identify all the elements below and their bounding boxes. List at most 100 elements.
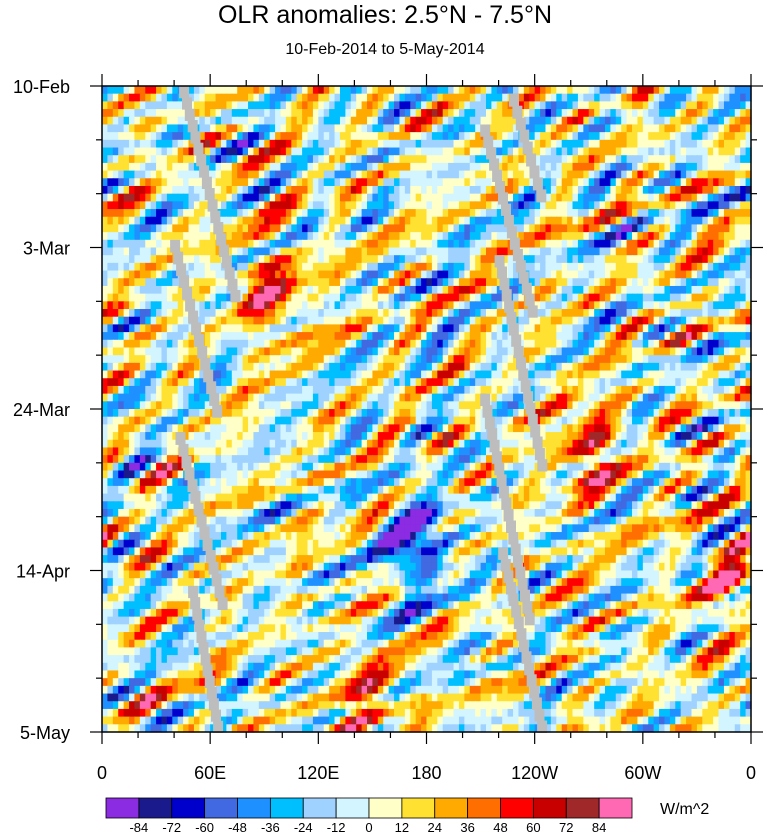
anomaly-cell xyxy=(226,132,233,141)
anomaly-cell xyxy=(339,155,346,164)
anomaly-cell xyxy=(664,316,671,325)
anomaly-cell xyxy=(199,385,206,395)
anomaly-cell xyxy=(323,170,330,179)
anomaly-cell xyxy=(550,109,557,118)
anomaly-cell xyxy=(166,332,173,341)
anomaly-cell xyxy=(107,178,114,187)
anomaly-cell xyxy=(248,285,255,295)
anomaly-cell xyxy=(220,385,227,395)
anomaly-cell xyxy=(453,247,460,256)
anomaly-cell xyxy=(442,185,449,195)
anomaly-cell xyxy=(383,101,390,110)
anomaly-cell xyxy=(361,270,368,279)
anomaly-cell xyxy=(561,332,568,341)
anomaly-cell xyxy=(680,124,687,133)
anomaly-cell xyxy=(318,270,325,279)
anomaly-cell xyxy=(350,101,357,110)
anomaly-cell xyxy=(594,239,601,249)
anomaly-cell xyxy=(637,285,644,295)
anomaly-cell xyxy=(496,147,503,156)
anomaly-cell xyxy=(339,132,346,141)
anomaly-cell xyxy=(702,385,709,395)
anomaly-cell xyxy=(745,339,752,349)
anomaly-cell xyxy=(296,278,303,287)
anomaly-cell xyxy=(291,378,298,387)
anomaly-cell xyxy=(280,362,287,372)
anomaly-cell xyxy=(604,270,611,279)
anomaly-cell xyxy=(102,101,109,110)
anomaly-cell xyxy=(107,247,114,256)
anomaly-cell xyxy=(107,370,114,379)
anomaly-cell xyxy=(718,232,725,241)
anomaly-cell xyxy=(129,93,136,102)
anomaly-cell xyxy=(237,239,244,249)
anomaly-cell xyxy=(361,378,368,387)
anomaly-cell xyxy=(577,285,584,295)
anomaly-cell xyxy=(367,155,374,164)
anomaly-cell xyxy=(269,239,276,249)
anomaly-cell xyxy=(464,255,471,264)
anomaly-cell xyxy=(226,385,233,395)
anomaly-cell xyxy=(399,124,406,133)
anomaly-cell xyxy=(112,101,119,110)
anomaly-cell xyxy=(383,139,390,149)
anomaly-cell xyxy=(545,278,552,287)
anomaly-cell xyxy=(415,170,422,179)
anomaly-cell xyxy=(404,132,411,141)
anomaly-cell xyxy=(275,301,282,310)
anomaly-cell xyxy=(269,393,276,402)
anomaly-cell xyxy=(253,185,260,195)
anomaly-cell xyxy=(399,355,406,364)
anomaly-cell xyxy=(237,101,244,110)
anomaly-cell xyxy=(540,362,547,372)
anomaly-cell xyxy=(469,132,476,141)
anomaly-cell xyxy=(696,224,703,233)
anomaly-cell xyxy=(469,86,476,95)
anomaly-cell xyxy=(145,401,152,410)
anomaly-cell xyxy=(453,109,460,118)
anomaly-cell xyxy=(604,124,611,133)
anomaly-cell xyxy=(383,178,390,187)
anomaly-cell xyxy=(469,293,476,302)
anomaly-cell xyxy=(610,101,617,110)
anomaly-cell xyxy=(269,347,276,356)
anomaly-cell xyxy=(626,347,633,356)
chart-title: OLR anomalies: 2.5°N - 7.5°N xyxy=(217,1,553,29)
anomaly-cell xyxy=(318,224,325,233)
anomaly-cell xyxy=(637,347,644,356)
anomaly-cell xyxy=(339,124,346,133)
anomaly-cell xyxy=(253,162,260,172)
anomaly-cell xyxy=(540,86,547,95)
anomaly-cell xyxy=(653,278,660,287)
anomaly-cell xyxy=(529,332,536,341)
anomaly-cell xyxy=(410,193,417,202)
anomaly-cell xyxy=(193,270,200,279)
anomaly-cell xyxy=(637,209,644,218)
anomaly-cell xyxy=(431,178,438,187)
anomaly-cell xyxy=(166,124,173,133)
anomaly-cell xyxy=(545,247,552,256)
anomaly-cell xyxy=(740,147,747,156)
anomaly-cell xyxy=(237,155,244,164)
anomaly-cell xyxy=(691,316,698,325)
anomaly-cell xyxy=(177,324,184,333)
anomaly-cell xyxy=(156,255,163,264)
anomaly-cell xyxy=(659,201,666,210)
anomaly-cell xyxy=(237,301,244,310)
anomaly-cell xyxy=(248,124,255,133)
anomaly-cell xyxy=(653,355,660,364)
anomaly-cell xyxy=(285,278,292,287)
anomaly-cell xyxy=(502,347,509,356)
anomaly-cell xyxy=(513,147,520,156)
anomaly-cell xyxy=(567,209,574,218)
anomaly-cell xyxy=(469,347,476,356)
anomaly-cell xyxy=(540,378,547,387)
anomaly-cell xyxy=(377,270,384,279)
anomaly-cell xyxy=(642,185,649,195)
anomaly-cell xyxy=(469,362,476,372)
anomaly-cell xyxy=(280,370,287,379)
anomaly-cell xyxy=(469,193,476,202)
anomaly-cell xyxy=(448,93,455,102)
anomaly-cell xyxy=(161,301,168,310)
anomaly-cell xyxy=(410,239,417,249)
